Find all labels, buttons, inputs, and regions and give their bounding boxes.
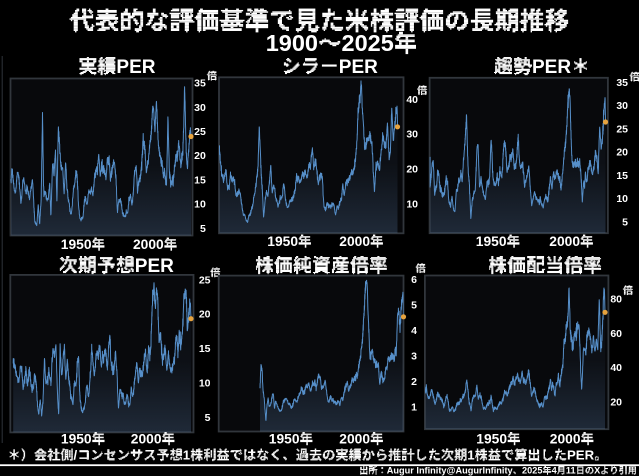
svg-text:10: 10 [194,199,206,211]
svg-text:30: 30 [406,129,418,141]
svg-text:10: 10 [199,378,211,390]
svg-text:5: 5 [622,217,628,229]
svg-text:1: 1 [411,401,417,413]
svg-text:3: 3 [411,350,417,362]
svg-text:2000: 2000 [339,234,370,249]
svg-text:15: 15 [194,174,206,186]
svg-text:60: 60 [610,328,622,340]
svg-text:15: 15 [616,170,628,182]
svg-text:/: / [74,448,78,463]
svg-text:2000: 2000 [131,432,162,447]
svg-text:30: 30 [616,100,628,112]
svg-text:35: 35 [194,78,206,90]
svg-text:10: 10 [616,193,628,205]
svg-text:2000: 2000 [550,432,581,447]
svg-text:2000: 2000 [549,234,580,249]
svg-text:2000: 2000 [133,237,164,252]
svg-text:25: 25 [194,126,206,138]
svg-text:30: 30 [194,102,206,114]
svg-text:4: 4 [411,325,417,337]
svg-text:4: 4 [552,466,558,476]
svg-text:PER: PER [339,57,378,78]
svg-text:1950: 1950 [61,432,92,447]
svg-text:2025: 2025 [522,466,542,476]
svg-text:PER: PER [116,57,155,78]
svg-text:2025: 2025 [342,30,394,56]
svg-text:1: 1 [183,448,190,463]
svg-text:1950: 1950 [476,432,507,447]
svg-text:5: 5 [411,299,417,311]
svg-text:5: 5 [200,223,206,235]
svg-text:X: X [594,466,601,476]
svg-text:20: 20 [610,397,622,409]
svg-text:1950: 1950 [267,234,298,249]
svg-text:2: 2 [411,376,417,388]
svg-text:25: 25 [616,123,628,135]
svg-text:15: 15 [199,343,211,355]
svg-text:6: 6 [411,274,417,286]
svg-text:25: 25 [199,274,211,286]
svg-text:1900: 1900 [266,30,318,56]
svg-text:1950: 1950 [476,234,507,249]
svg-text:35: 35 [616,77,628,89]
svg-text:80: 80 [610,294,622,306]
svg-text:1950: 1950 [269,432,300,447]
svg-text:PER: PER [135,256,174,277]
svg-text:2000: 2000 [339,432,370,447]
svg-text:PER: PER [532,57,571,78]
svg-text:PER: PER [567,448,595,463]
svg-text:Augur Infinity@AugurInfinity: Augur Infinity@AugurInfinity [387,466,514,476]
svg-text:5: 5 [205,412,211,424]
svg-text:11: 11 [566,466,576,476]
svg-text:20: 20 [199,309,211,321]
svg-text:40: 40 [406,94,418,106]
svg-text:40: 40 [610,362,622,374]
svg-text:10: 10 [406,198,418,210]
svg-text:20: 20 [406,164,418,176]
svg-text:20: 20 [616,147,628,159]
svg-text:1950: 1950 [61,237,92,252]
svg-text:1: 1 [467,448,474,463]
svg-text:20: 20 [194,150,206,162]
